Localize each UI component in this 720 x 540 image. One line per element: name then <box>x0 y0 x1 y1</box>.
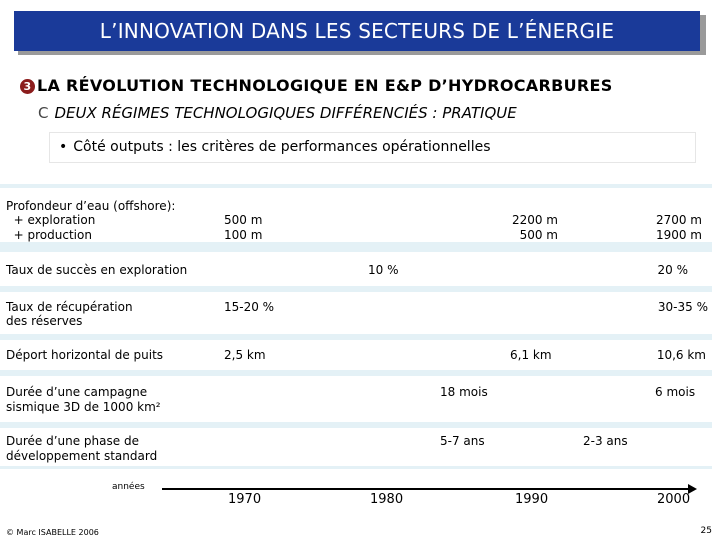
table-cell: 10,6 km <box>656 348 706 362</box>
subsection-heading: C DEUX RÉGIMES TECHNOLOGIQUES DIFFÉRENCIÉ… <box>38 104 517 122</box>
bullet-icon: • <box>59 139 68 155</box>
row-label-line: Profondeur d’eau (offshore): <box>6 199 176 213</box>
note-text: Côté outputs : les critères de performan… <box>73 139 491 155</box>
row-label-line: sismique 3D de 1000 km² <box>6 400 161 414</box>
slide-title: L’INNOVATION DANS LES SECTEURS DE L’ÉNER… <box>14 11 700 51</box>
arrow-right-icon <box>688 484 697 494</box>
row-label-line: + production <box>6 228 92 242</box>
row-label-line: Déport horizontal de puits <box>6 348 164 362</box>
axis-label: années <box>112 482 145 492</box>
table-row: Taux de succès en exploration 10 % 20 % <box>0 252 712 286</box>
table-cell: 5-7 ans <box>440 434 485 448</box>
section-heading: 3 LA RÉVOLUTION TECHNOLOGIQUE EN E&P D’HY… <box>20 76 613 95</box>
table-cell: 18 mois <box>440 385 488 399</box>
year-label: 1980 <box>370 492 404 507</box>
year-label: 2000 <box>657 492 691 507</box>
row-label-line: développement standard <box>6 449 158 463</box>
table-cell: 20 % <box>657 263 689 277</box>
table-row: Profondeur d’eau (offshore): + explorati… <box>0 188 712 242</box>
subsection-letter: C <box>38 104 49 122</box>
table-row: Durée d’une phase de développement stand… <box>0 428 712 466</box>
section-number-icon: 3 <box>20 79 35 94</box>
table-cell: 6 mois <box>655 385 696 399</box>
year-label: 1970 <box>228 492 262 507</box>
year-label: 1990 <box>515 492 549 507</box>
row-label-line: Durée d’une phase de <box>6 434 139 448</box>
table-cell: 500 m <box>519 228 558 242</box>
table-cell: 2200 m <box>511 213 558 227</box>
comparison-table: Profondeur d’eau (offshore): + explorati… <box>0 184 712 469</box>
table-cell: 1900 m <box>655 228 702 242</box>
row-label-line: des réserves <box>6 314 83 328</box>
table-cell: 500 m <box>224 213 263 227</box>
note-box: • Côté outputs : les critères de performa… <box>50 133 695 162</box>
table-row: Durée d’une campagne sismique 3D de 1000… <box>0 376 712 422</box>
table-row: Déport horizontal de puits 2,5 km 6,1 km… <box>0 340 712 370</box>
row-label-line: Taux de succès en exploration <box>6 263 188 277</box>
table-cell: 2700 m <box>655 213 702 227</box>
row-label-line: Taux de récupération <box>6 300 133 314</box>
table-cell: 2,5 km <box>224 348 266 362</box>
table-row: Taux de récupération des réserves 15-20 … <box>0 292 712 334</box>
timeline-axis <box>162 488 690 490</box>
table-cell: 30-35 % <box>657 300 708 314</box>
copyright-notice: © Marc ISABELLE 2006 <box>6 528 99 537</box>
table-cell: 15-20 % <box>224 300 275 314</box>
table-cell: 2-3 ans <box>583 434 628 448</box>
page-number: 25 <box>700 526 712 536</box>
row-label-line: Durée d’une campagne <box>6 385 148 399</box>
table-cell: 100 m <box>224 228 263 242</box>
table-cell: 10 % <box>368 263 399 277</box>
table-cell: 6,1 km <box>510 348 552 362</box>
row-label-line: + exploration <box>6 213 96 227</box>
subsection-label: DEUX RÉGIMES TECHNOLOGIQUES DIFFÉRENCIÉS… <box>54 104 517 122</box>
section-label: LA RÉVOLUTION TECHNOLOGIQUE EN E&P D’HYD… <box>37 76 613 95</box>
